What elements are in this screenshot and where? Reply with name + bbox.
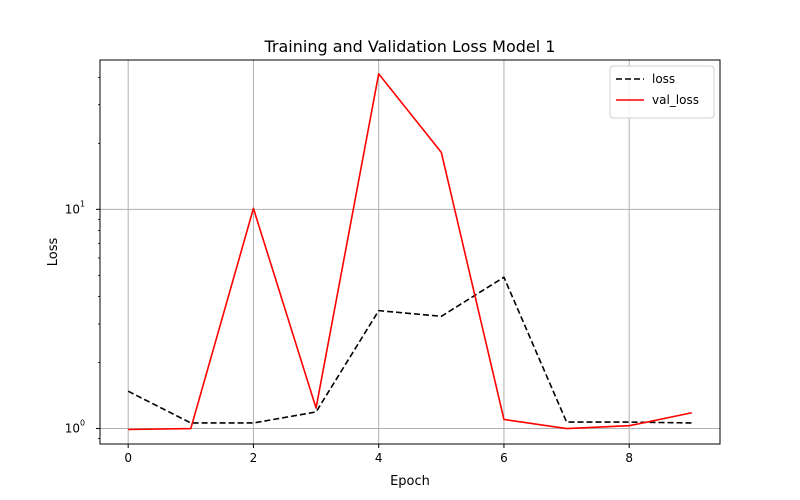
y-tick-exponent: 1 — [80, 199, 85, 208]
x-axis-label: Epoch — [390, 474, 430, 489]
chart-title: Training and Validation Loss Model 1 — [264, 37, 556, 56]
series-line-val-loss — [128, 73, 692, 431]
x-tick-label: 0 — [124, 451, 132, 465]
y-axis-label: Loss — [46, 238, 61, 267]
x-tick-label: 6 — [500, 451, 508, 465]
legend-label: val_loss — [652, 93, 699, 107]
legend-label: loss — [652, 72, 675, 86]
y-tick-exponent: 0 — [80, 419, 85, 428]
series-lines — [127, 73, 692, 431]
x-tick-label: 8 — [625, 451, 633, 465]
x-tick-label: 4 — [375, 451, 383, 465]
plot-frame — [99, 59, 721, 445]
y-tick-label: 10 — [65, 422, 80, 436]
y-tick-label: 10 — [65, 202, 80, 216]
x-tick-label: 2 — [250, 451, 258, 465]
legend: loss val_loss — [609, 65, 715, 119]
grid — [100, 60, 720, 444]
series-line-loss — [127, 276, 692, 424]
